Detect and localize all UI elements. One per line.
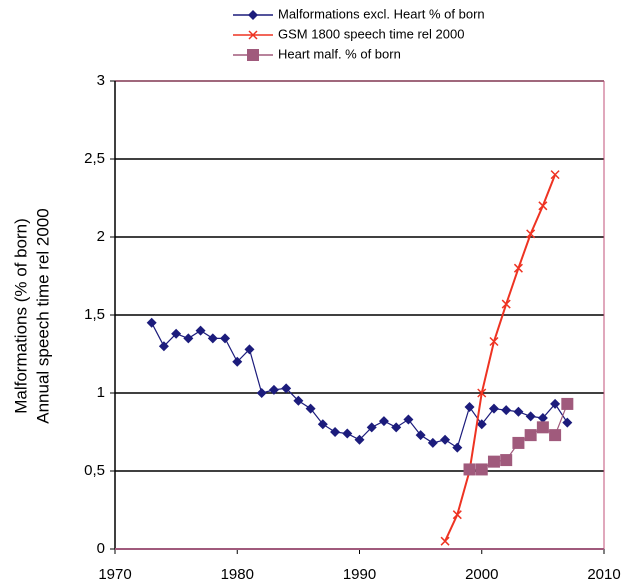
square-marker	[463, 463, 476, 476]
square-marker	[475, 463, 488, 476]
diamond-marker	[293, 395, 304, 406]
square-marker	[561, 397, 574, 410]
x-tick-label: 1970	[98, 566, 131, 583]
y-tick-label: 1,5	[84, 306, 105, 323]
diamond-marker	[281, 383, 292, 394]
diamond-marker	[232, 356, 243, 367]
diamond-marker	[427, 437, 438, 448]
x-marker	[248, 30, 258, 40]
x-marker	[440, 536, 450, 546]
square-marker	[247, 49, 259, 61]
y-tick-label: 2	[97, 228, 105, 245]
diamond-marker	[268, 384, 279, 395]
x-tick-label: 1980	[221, 566, 254, 583]
series-line	[444, 174, 557, 542]
diamond-marker	[146, 317, 157, 328]
diamond-marker	[330, 427, 341, 437]
diamond-marker	[550, 398, 561, 409]
diamond-marker	[464, 402, 475, 413]
diamond-marker	[158, 341, 169, 352]
diamond-marker	[256, 388, 267, 398]
diamond-marker	[366, 422, 377, 433]
diamond-marker	[342, 428, 353, 439]
square-marker	[487, 455, 500, 468]
square-marker	[500, 454, 513, 467]
diamond-marker	[562, 417, 573, 428]
diamond-marker	[476, 419, 487, 430]
diamond-marker	[305, 403, 316, 414]
square-marker	[512, 436, 525, 449]
diamond-marker	[513, 406, 524, 417]
diamond-marker	[354, 434, 365, 445]
y-tick-label: 2,5	[84, 150, 105, 167]
square-marker	[524, 429, 537, 442]
x-marker	[489, 336, 499, 347]
diamond-marker	[183, 333, 194, 344]
diamond-marker	[501, 405, 512, 416]
diamond-marker	[525, 411, 536, 422]
y-tick-label: 1	[97, 384, 105, 401]
square-marker	[536, 421, 549, 434]
x-marker	[477, 388, 487, 398]
diamond-marker	[488, 403, 499, 414]
x-marker	[538, 201, 548, 211]
diamond-marker	[537, 412, 548, 423]
x-tick-label: 1990	[343, 566, 376, 583]
diamond-marker	[207, 333, 218, 344]
diamond-marker	[403, 414, 414, 425]
x-marker	[550, 170, 560, 180]
x-marker	[501, 299, 511, 309]
diamond-marker	[440, 434, 451, 445]
y-axis-label: Annual speech time rel 2000	[33, 208, 52, 423]
diamond-marker	[391, 422, 402, 433]
diamond-marker	[378, 416, 389, 427]
y-axis-label: Malformations (% of born)	[11, 218, 30, 414]
diamond-marker	[317, 419, 328, 430]
diamond-marker	[220, 333, 231, 344]
x-marker	[452, 510, 462, 520]
diamond-marker	[244, 344, 255, 355]
legend-label: Heart malf. % of born	[278, 46, 401, 61]
x-tick-label: 2000	[465, 566, 498, 583]
x-marker	[513, 263, 523, 273]
diamond-marker	[171, 328, 182, 339]
y-tick-label: 0,5	[84, 462, 105, 479]
legend-label: GSM 1800 speech time rel 2000	[278, 26, 464, 41]
diamond-marker	[415, 430, 426, 441]
diamond-marker	[195, 325, 206, 336]
diamond-marker	[452, 442, 463, 453]
x-tick-label: 2010	[587, 566, 620, 583]
diamond-marker	[248, 10, 258, 20]
y-tick-label: 0	[97, 540, 105, 557]
legend-label: Malformations excl. Heart % of born	[278, 6, 485, 21]
y-tick-label: 3	[97, 72, 105, 89]
x-marker	[526, 229, 536, 239]
square-marker	[549, 429, 562, 442]
